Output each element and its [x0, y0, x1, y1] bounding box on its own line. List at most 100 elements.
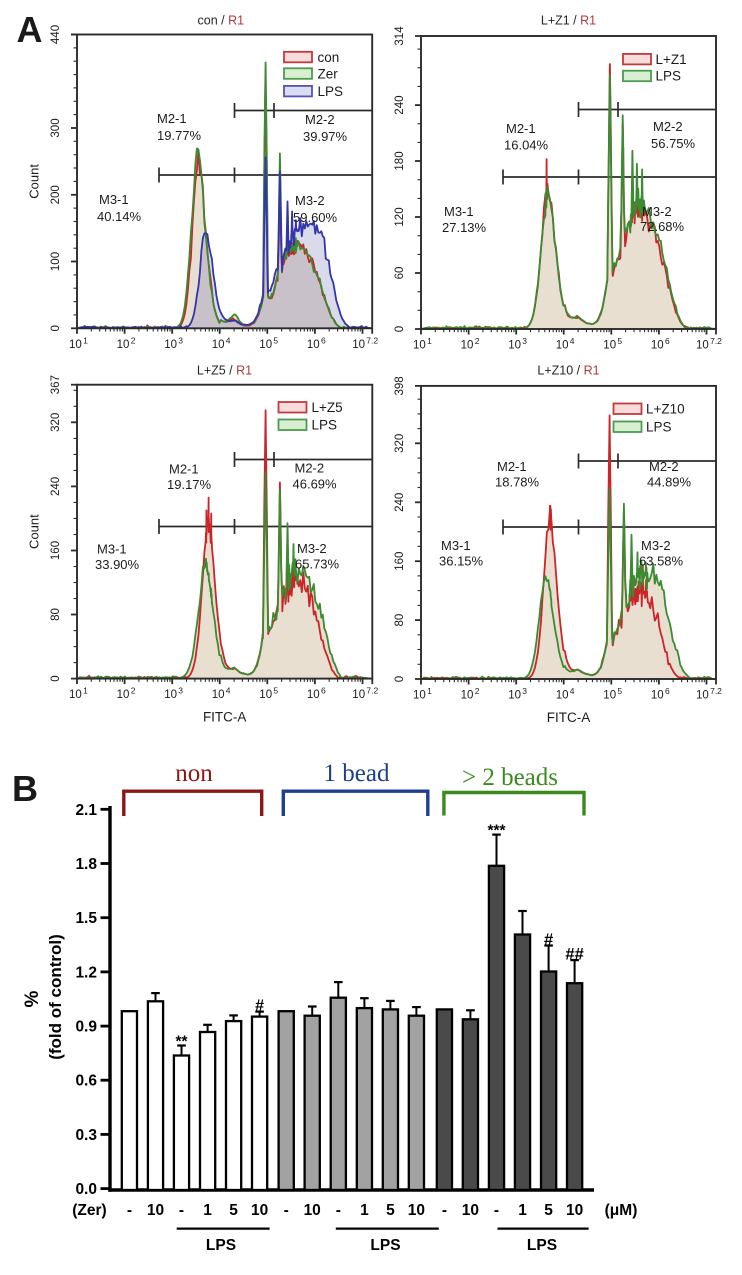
svg-text:Count: Count — [27, 514, 42, 549]
svg-text:5: 5 — [544, 1202, 553, 1219]
svg-text:10: 10 — [462, 1202, 479, 1219]
svg-text:1: 1 — [518, 1202, 527, 1219]
svg-text:B: B — [12, 768, 38, 809]
svg-text:M3-1: M3-1 — [444, 204, 474, 219]
svg-text:59.60%: 59.60% — [293, 210, 338, 225]
svg-text:LPS: LPS — [656, 69, 682, 84]
svg-text:con: con — [318, 50, 340, 65]
svg-text:> 2 beads: > 2 beads — [462, 764, 558, 791]
svg-text:M2-1: M2-1 — [157, 111, 187, 126]
svg-text:36.15%: 36.15% — [439, 554, 484, 569]
svg-text:19.77%: 19.77% — [157, 128, 202, 143]
svg-text:M3-2: M3-2 — [295, 193, 325, 208]
svg-text:con / R1: con / R1 — [198, 14, 245, 28]
svg-text:L+Z5 / R1: L+Z5 / R1 — [197, 364, 252, 378]
svg-text:0: 0 — [50, 675, 62, 681]
svg-text:100: 100 — [50, 252, 62, 271]
svg-text:200: 200 — [50, 185, 62, 204]
svg-text:80: 80 — [50, 608, 62, 621]
svg-text:46.69%: 46.69% — [293, 477, 338, 492]
svg-text:240: 240 — [394, 493, 406, 512]
svg-text:M2-2: M2-2 — [305, 112, 335, 127]
svg-text:Count: Count — [27, 164, 42, 199]
svg-text:10: 10 — [147, 1202, 164, 1219]
svg-text:39.97%: 39.97% — [303, 129, 348, 144]
svg-text:1.5: 1.5 — [75, 910, 97, 927]
svg-text:1 bead: 1 bead — [324, 760, 390, 787]
svg-text:(fold of control): (fold of control) — [46, 934, 65, 1060]
svg-text:M2-2: M2-2 — [653, 119, 683, 134]
svg-text:L+Z5: L+Z5 — [312, 400, 343, 415]
svg-text:##: ## — [565, 946, 583, 964]
svg-text:0.9: 0.9 — [75, 1019, 97, 1036]
svg-text:0.6: 0.6 — [75, 1073, 97, 1090]
svg-text:M2-1: M2-1 — [497, 459, 527, 474]
svg-text:LPS: LPS — [206, 1237, 236, 1254]
svg-text:0: 0 — [394, 326, 406, 332]
svg-text:18.78%: 18.78% — [495, 475, 540, 490]
svg-text:LPS: LPS — [527, 1237, 557, 1254]
svg-text:40.14%: 40.14% — [97, 209, 142, 224]
svg-text:-: - — [284, 1202, 289, 1219]
svg-text:-: - — [127, 1202, 132, 1219]
svg-text:M3-1: M3-1 — [441, 538, 471, 553]
svg-text:M2-2: M2-2 — [649, 459, 679, 474]
svg-text:LPS: LPS — [370, 1237, 400, 1254]
svg-text:180: 180 — [394, 151, 406, 170]
svg-text:FITC-A: FITC-A — [547, 710, 591, 725]
svg-text:0.0: 0.0 — [75, 1181, 97, 1198]
svg-text:#: # — [544, 931, 553, 949]
svg-text:-: - — [442, 1202, 447, 1219]
svg-text:L+Z1: L+Z1 — [656, 52, 687, 67]
svg-text:320: 320 — [50, 413, 62, 432]
svg-text:320: 320 — [394, 434, 406, 453]
svg-text:72.68%: 72.68% — [640, 219, 685, 234]
svg-text:1.2: 1.2 — [75, 964, 97, 981]
svg-text:M3-2: M3-2 — [641, 538, 671, 553]
svg-text:-: - — [336, 1202, 341, 1219]
svg-text:10: 10 — [304, 1202, 321, 1219]
svg-text:65.73%: 65.73% — [295, 557, 340, 572]
svg-text:0.3: 0.3 — [75, 1127, 97, 1144]
svg-text:10: 10 — [251, 1202, 268, 1219]
svg-text:Zer: Zer — [318, 66, 339, 81]
svg-text:M2-1: M2-1 — [506, 121, 536, 136]
svg-text:LPS: LPS — [646, 420, 672, 435]
svg-text:240: 240 — [50, 477, 62, 496]
svg-text:160: 160 — [50, 541, 62, 560]
svg-text:440: 440 — [50, 25, 62, 44]
svg-text:LPS: LPS — [312, 418, 338, 433]
svg-text:27.13%: 27.13% — [442, 220, 487, 235]
svg-text:***: *** — [487, 823, 506, 840]
svg-text:A: A — [17, 9, 43, 50]
svg-text:L+Z1 / R1: L+Z1 / R1 — [541, 14, 596, 28]
svg-text:1.8: 1.8 — [75, 856, 97, 873]
svg-text:1: 1 — [203, 1202, 212, 1219]
svg-text:FITC-A: FITC-A — [203, 710, 247, 725]
svg-text:non: non — [175, 760, 213, 787]
svg-text:2.1: 2.1 — [75, 802, 97, 819]
svg-text:10: 10 — [408, 1202, 425, 1219]
svg-text:314: 314 — [394, 26, 406, 46]
svg-text:-: - — [179, 1202, 184, 1219]
svg-text:5: 5 — [229, 1202, 238, 1219]
svg-text:160: 160 — [394, 552, 406, 571]
svg-text:L+Z10 / R1: L+Z10 / R1 — [537, 364, 599, 378]
svg-text:M3-1: M3-1 — [99, 192, 129, 207]
svg-text:33.90%: 33.90% — [95, 557, 140, 572]
svg-text:(Zer): (Zer) — [72, 1202, 106, 1219]
svg-text:M3-2: M3-2 — [297, 541, 327, 556]
svg-text:0: 0 — [50, 325, 62, 331]
svg-text:%: % — [22, 990, 43, 1007]
svg-text:L+Z10: L+Z10 — [646, 402, 685, 417]
svg-text:LPS: LPS — [318, 84, 344, 99]
svg-text:0: 0 — [394, 676, 406, 682]
svg-text:M2-1: M2-1 — [169, 462, 199, 477]
svg-text:367: 367 — [50, 375, 62, 394]
svg-text:10: 10 — [566, 1202, 583, 1219]
svg-text:5: 5 — [386, 1202, 395, 1219]
svg-text:16.04%: 16.04% — [504, 138, 549, 153]
svg-text:300: 300 — [50, 118, 62, 137]
svg-text:19.17%: 19.17% — [167, 477, 212, 492]
svg-text:60: 60 — [394, 267, 406, 280]
